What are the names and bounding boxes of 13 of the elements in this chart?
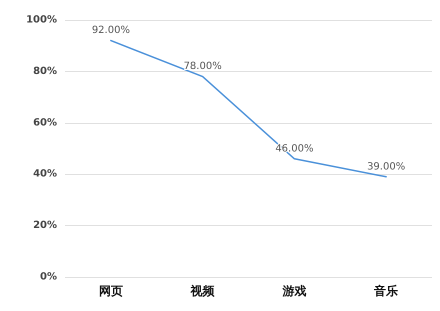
x-tick-label: 视频 bbox=[190, 284, 216, 298]
x-tick-label: 网页 bbox=[98, 284, 123, 298]
y-tick-label: 0% bbox=[40, 272, 57, 282]
y-tick-label: 80% bbox=[33, 66, 57, 77]
x-tick-label: 游戏 bbox=[281, 284, 306, 298]
y-tick-label: 20% bbox=[33, 220, 57, 232]
y-tick-label: 60% bbox=[33, 117, 57, 128]
y-tick-label: 100% bbox=[26, 14, 57, 26]
data-label: 92.00% bbox=[92, 25, 130, 36]
data-label: 39.00% bbox=[367, 161, 406, 172]
y-tick-label: 40% bbox=[33, 168, 57, 180]
x-tick-label: 音乐 bbox=[373, 284, 398, 298]
data-label: 78.00% bbox=[184, 61, 222, 72]
